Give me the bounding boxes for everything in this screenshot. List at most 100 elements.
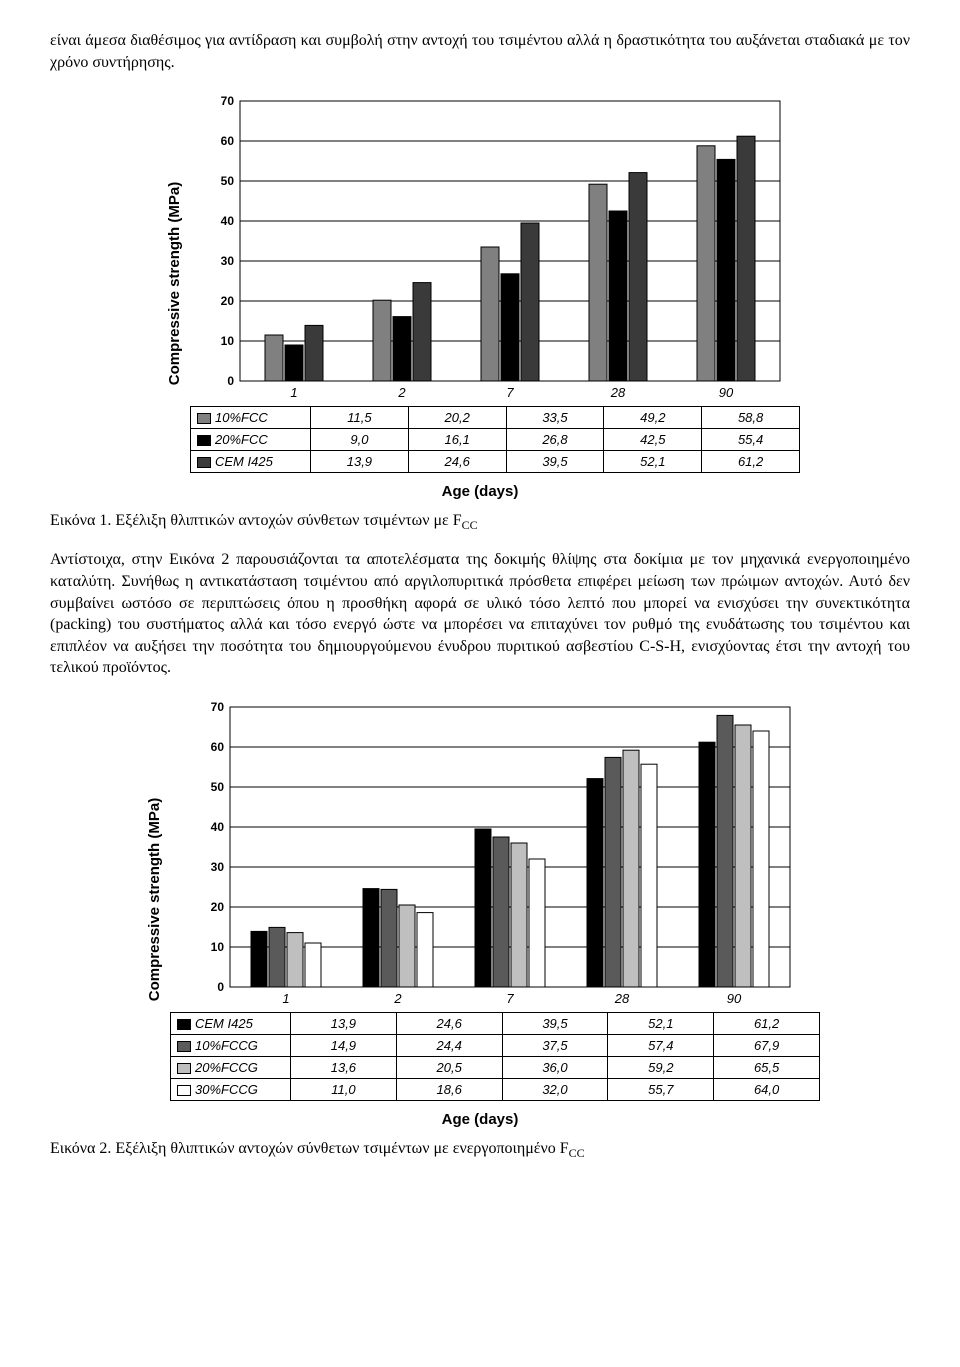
- caption-2: Εικόνα 2. Εξέλιξη θλιπτικών αντοχών σύνθ…: [50, 1140, 910, 1161]
- chart-2-svg: 0102030405060701272890: [170, 699, 820, 1013]
- svg-text:60: 60: [211, 740, 225, 754]
- legend-row: 10%FCCG14,924,437,557,467,9: [171, 1034, 820, 1056]
- caption-1: Εικόνα 1. Εξέλιξη θλιπτικών αντοχών σύνθ…: [50, 512, 910, 533]
- legend-row: 10%FCC11,520,233,549,258,8: [191, 407, 800, 429]
- caption-1-text: Εικόνα 1. Εξέλιξη θλιπτικών αντοχών σύνθ…: [50, 512, 462, 529]
- legend-value-cell: 58,8: [702, 407, 800, 429]
- legend-name-cell: 30%FCCG: [171, 1078, 291, 1100]
- legend-value-cell: 32,0: [502, 1078, 608, 1100]
- legend-value-cell: 24,4: [396, 1034, 502, 1056]
- svg-text:90: 90: [719, 385, 734, 400]
- legend-swatch: [177, 1085, 191, 1096]
- legend-row: 20%FCC9,016,126,842,555,4: [191, 429, 800, 451]
- legend-name-cell: 10%FCC: [191, 407, 311, 429]
- legend-value-cell: 52,1: [604, 451, 702, 473]
- caption-2-sub: CC: [569, 1146, 585, 1160]
- legend-swatch: [177, 1019, 191, 1030]
- legend-name-cell: 20%FCCG: [171, 1056, 291, 1078]
- legend-value-cell: 36,0: [502, 1056, 608, 1078]
- svg-text:1: 1: [290, 385, 297, 400]
- chart-2-data-table: CEM I42513,924,639,552,161,210%FCCG14,92…: [170, 1012, 820, 1101]
- legend-value-cell: 16,1: [408, 429, 506, 451]
- svg-text:70: 70: [221, 94, 235, 108]
- chart-1-xlabel: Age (days): [160, 483, 800, 500]
- legend-value-cell: 59,2: [608, 1056, 714, 1078]
- svg-text:7: 7: [506, 991, 514, 1006]
- legend-value-cell: 14,9: [291, 1034, 397, 1056]
- svg-text:10: 10: [221, 334, 235, 348]
- svg-text:1: 1: [282, 991, 289, 1006]
- svg-text:20: 20: [221, 294, 235, 308]
- svg-text:28: 28: [614, 991, 630, 1006]
- legend-value-cell: 20,2: [408, 407, 506, 429]
- legend-name-cell: 20%FCC: [191, 429, 311, 451]
- legend-row: 20%FCCG13,620,536,059,265,5: [171, 1056, 820, 1078]
- legend-row: 30%FCCG11,018,632,055,764,0: [171, 1078, 820, 1100]
- legend-value-cell: 55,7: [608, 1078, 714, 1100]
- legend-value-cell: 39,5: [502, 1012, 608, 1034]
- legend-value-cell: 55,4: [702, 429, 800, 451]
- mid-paragraph: Αντίστοιχα, στην Εικόνα 2 παρουσιάζονται…: [50, 549, 910, 679]
- legend-value-cell: 64,0: [714, 1078, 820, 1100]
- legend-value-cell: 39,5: [506, 451, 604, 473]
- legend-swatch: [177, 1041, 191, 1052]
- svg-text:60: 60: [221, 134, 235, 148]
- svg-text:20: 20: [211, 900, 225, 914]
- chart-2-container: Compressive strength (MPa) 0 10 20 30 40 50 60…: [140, 699, 820, 1128]
- legend-value-cell: 20,5: [396, 1056, 502, 1078]
- legend-swatch: [197, 435, 211, 446]
- legend-name-cell: CEM I425: [171, 1012, 291, 1034]
- legend-swatch: [197, 413, 211, 424]
- chart-1-ylabel-wrap: Compressive strength (MPa): [160, 93, 190, 473]
- legend-name-cell: CEM I425: [191, 451, 311, 473]
- legend-value-cell: 61,2: [714, 1012, 820, 1034]
- legend-value-cell: 24,6: [396, 1012, 502, 1034]
- legend-value-cell: 49,2: [604, 407, 702, 429]
- legend-value-cell: 9,0: [311, 429, 409, 451]
- legend-value-cell: 61,2: [702, 451, 800, 473]
- legend-value-cell: 11,5: [311, 407, 409, 429]
- legend-name-cell: 10%FCCG: [171, 1034, 291, 1056]
- legend-value-cell: 65,5: [714, 1056, 820, 1078]
- chart-1-container: Compressive strength (MPa) 0 10 20 30 40 50 60…: [160, 93, 800, 500]
- svg-text:0: 0: [227, 374, 234, 388]
- svg-text:40: 40: [211, 820, 225, 834]
- legend-swatch: [177, 1063, 191, 1074]
- svg-text:50: 50: [211, 780, 225, 794]
- svg-text:50: 50: [221, 174, 235, 188]
- legend-value-cell: 13,9: [291, 1012, 397, 1034]
- svg-text:10: 10: [211, 940, 225, 954]
- chart-2-ylabel: Compressive strength (MPa): [147, 798, 164, 1001]
- chart-1-data-table: 10%FCC11,520,233,549,258,820%FCC9,016,12…: [190, 406, 800, 473]
- chart-2-ylabel-wrap: Compressive strength (MPa): [140, 699, 170, 1101]
- legend-value-cell: 57,4: [608, 1034, 714, 1056]
- legend-value-cell: 33,5: [506, 407, 604, 429]
- svg-text:28: 28: [610, 385, 626, 400]
- legend-row: CEM I42513,924,639,552,161,2: [191, 451, 800, 473]
- legend-value-cell: 13,6: [291, 1056, 397, 1078]
- legend-value-cell: 42,5: [604, 429, 702, 451]
- svg-text:70: 70: [211, 700, 225, 714]
- intro-paragraph: είναι άμεσα διαθέσιμος για αντίδραση και…: [50, 30, 910, 73]
- legend-value-cell: 52,1: [608, 1012, 714, 1034]
- legend-row: CEM I42513,924,639,552,161,2: [171, 1012, 820, 1034]
- svg-text:30: 30: [221, 254, 235, 268]
- svg-text:40: 40: [221, 214, 235, 228]
- legend-value-cell: 13,9: [311, 451, 409, 473]
- chart-2-xlabel: Age (days): [140, 1111, 820, 1128]
- legend-value-cell: 37,5: [502, 1034, 608, 1056]
- legend-value-cell: 26,8: [506, 429, 604, 451]
- legend-value-cell: 24,6: [408, 451, 506, 473]
- svg-text:0: 0: [217, 980, 224, 994]
- svg-text:90: 90: [727, 991, 742, 1006]
- svg-text:30: 30: [211, 860, 225, 874]
- chart-1-ylabel: Compressive strength (MPa): [167, 181, 184, 384]
- legend-value-cell: 18,6: [396, 1078, 502, 1100]
- legend-value-cell: 67,9: [714, 1034, 820, 1056]
- chart-1-svg: 0 10 20 30 40 50 60 70 1 2 7 28 90: [190, 93, 800, 407]
- svg-text:7: 7: [506, 385, 514, 400]
- legend-swatch: [197, 457, 211, 468]
- svg-text:2: 2: [397, 385, 406, 400]
- caption-1-sub: CC: [462, 518, 478, 532]
- legend-value-cell: 11,0: [291, 1078, 397, 1100]
